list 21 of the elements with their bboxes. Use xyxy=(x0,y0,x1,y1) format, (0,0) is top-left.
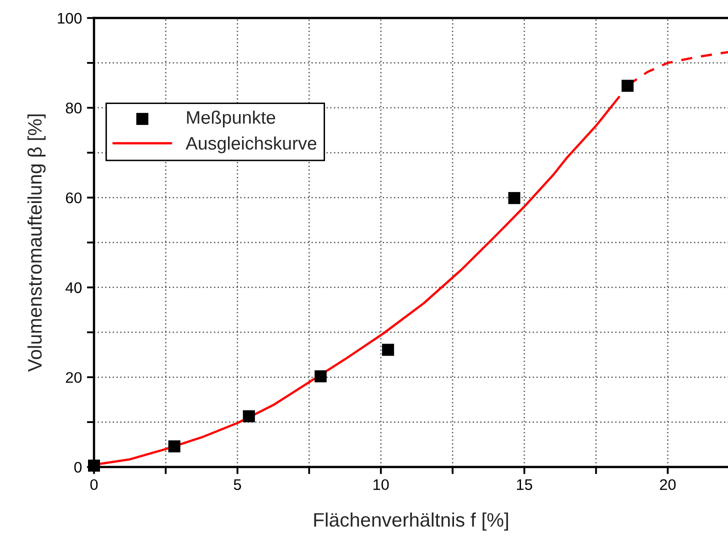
legend-label: Ausgleichskurve xyxy=(186,136,316,154)
y-tick-label: 40 xyxy=(66,282,82,294)
point xyxy=(508,192,520,204)
y-axis-title: Volumenstromaufteilung β [%] xyxy=(27,114,46,372)
y-tick-label: 100 xyxy=(58,12,82,24)
x-tick-label: 15 xyxy=(516,479,532,490)
legend-label: Meßpunkte xyxy=(187,110,276,128)
point xyxy=(242,410,255,422)
x-tick-label: 5 xyxy=(234,479,242,490)
y-tick-label: 0 xyxy=(74,462,82,473)
point xyxy=(168,440,180,452)
y-tick-label: 20 xyxy=(66,372,82,383)
x-axis-title: Flächenverhältnis f [%] xyxy=(314,512,508,531)
point xyxy=(382,344,394,356)
point xyxy=(622,80,634,92)
point xyxy=(314,370,327,382)
y-tick-label: 60 xyxy=(66,192,82,204)
x-tick-label: 10 xyxy=(374,479,389,490)
x-tick-label: 20 xyxy=(660,479,676,490)
y-tick-label: 80 xyxy=(66,102,82,114)
x-tick-label: 0 xyxy=(90,479,98,490)
